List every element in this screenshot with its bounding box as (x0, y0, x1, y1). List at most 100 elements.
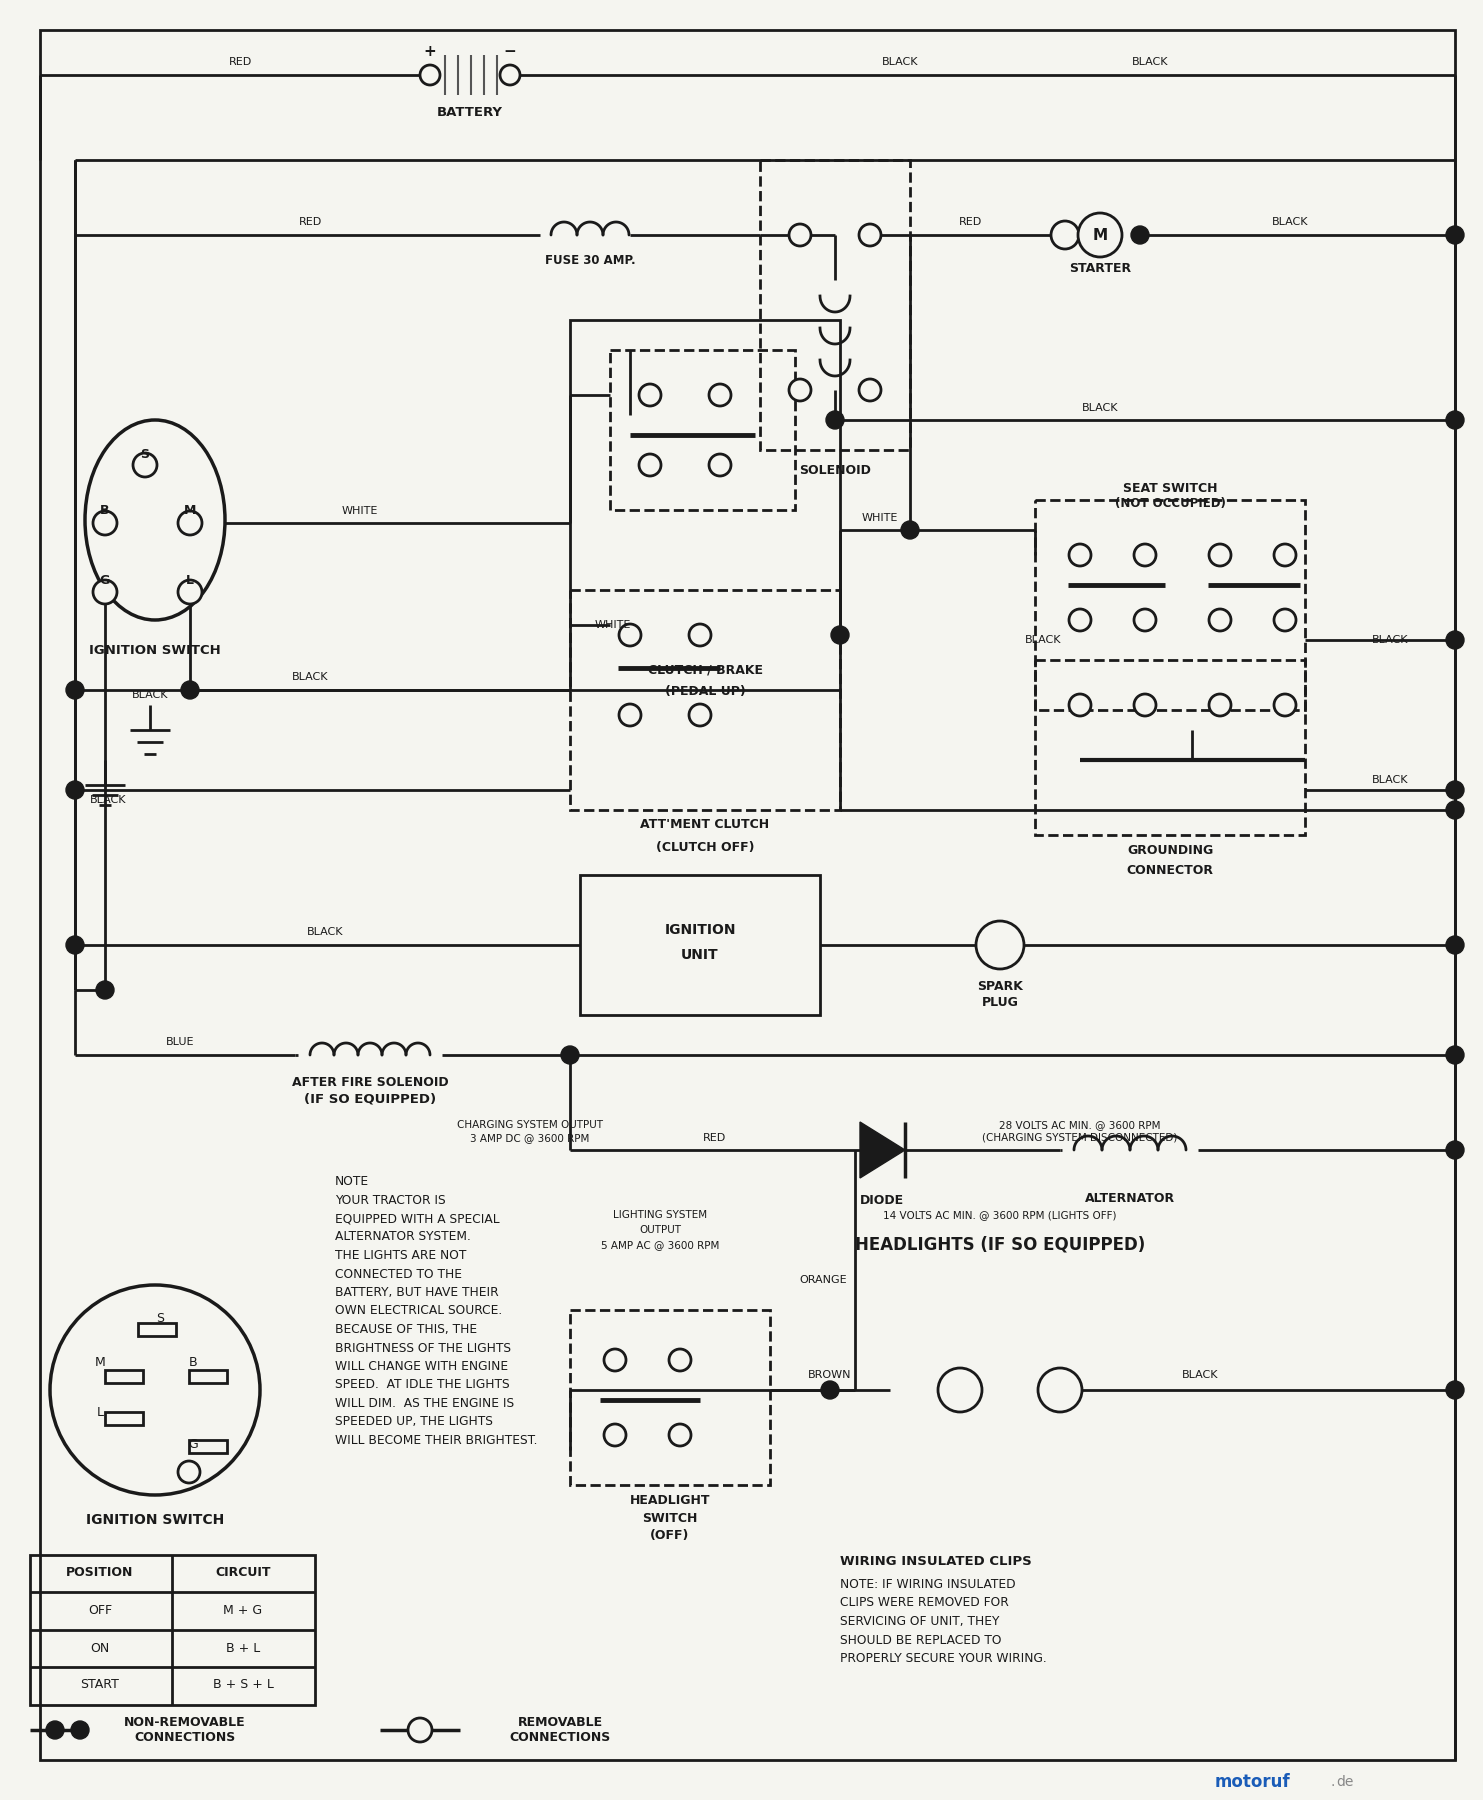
Circle shape (93, 580, 117, 605)
Circle shape (976, 922, 1023, 968)
Circle shape (561, 1046, 578, 1064)
Circle shape (1209, 544, 1231, 565)
Text: M: M (1093, 227, 1108, 243)
Circle shape (639, 454, 661, 475)
Circle shape (1069, 544, 1091, 565)
Circle shape (1132, 227, 1149, 245)
Circle shape (46, 1721, 64, 1739)
Circle shape (1274, 544, 1296, 565)
Bar (580, 875, 820, 1015)
Circle shape (709, 454, 731, 475)
Circle shape (618, 625, 641, 646)
Text: (OFF): (OFF) (651, 1530, 690, 1543)
Text: S: S (141, 448, 150, 461)
Circle shape (690, 704, 710, 725)
Text: BATTERY: BATTERY (437, 106, 503, 119)
Text: CONNECTOR: CONNECTOR (1127, 864, 1213, 877)
Circle shape (1209, 608, 1231, 632)
Circle shape (71, 1721, 89, 1739)
Circle shape (1446, 936, 1464, 954)
Text: AFTER FIRE SOLENOID: AFTER FIRE SOLENOID (292, 1075, 448, 1089)
Circle shape (1446, 227, 1464, 245)
Text: BLACK: BLACK (1272, 218, 1308, 227)
Bar (188, 1440, 227, 1453)
Circle shape (709, 383, 731, 407)
Circle shape (420, 65, 440, 85)
Text: .: . (1330, 1775, 1335, 1789)
Text: M: M (95, 1355, 105, 1368)
Circle shape (1446, 410, 1464, 428)
Circle shape (830, 626, 848, 644)
Circle shape (1209, 695, 1231, 716)
Circle shape (181, 680, 199, 698)
Circle shape (1274, 608, 1296, 632)
Circle shape (96, 981, 114, 999)
Text: BLACK: BLACK (292, 671, 328, 682)
Text: BLACK: BLACK (1182, 1370, 1218, 1381)
Text: (CHARGING SYSTEM DISCONNECTED): (CHARGING SYSTEM DISCONNECTED) (982, 1132, 1178, 1143)
Text: HEADLIGHT: HEADLIGHT (630, 1494, 710, 1507)
Circle shape (618, 704, 641, 725)
Circle shape (690, 625, 710, 646)
Text: (IF SO EQUIPPED): (IF SO EQUIPPED) (304, 1093, 436, 1105)
Circle shape (1446, 801, 1464, 819)
Text: (PEDAL UP): (PEDAL UP) (664, 686, 746, 698)
Text: de: de (1336, 1775, 1354, 1789)
Circle shape (67, 680, 85, 698)
Text: OFF: OFF (87, 1604, 113, 1618)
Text: B + L: B + L (225, 1642, 260, 1654)
Text: motoruf: motoruf (1215, 1773, 1290, 1791)
Text: B: B (188, 1355, 197, 1368)
Text: RED: RED (228, 58, 252, 67)
Circle shape (1446, 1381, 1464, 1399)
Text: −: − (504, 45, 516, 59)
Circle shape (1446, 1141, 1464, 1159)
Bar (569, 590, 839, 810)
Text: L: L (96, 1406, 104, 1418)
Text: UNIT: UNIT (681, 949, 719, 961)
Circle shape (1446, 781, 1464, 799)
Text: SEAT SWITCH: SEAT SWITCH (1123, 481, 1218, 495)
Text: DIODE: DIODE (860, 1193, 905, 1206)
Text: ORANGE: ORANGE (799, 1274, 847, 1285)
Text: BLACK: BLACK (90, 796, 126, 805)
Text: ON: ON (90, 1642, 110, 1654)
Text: HEADLIGHTS (IF SO EQUIPPED): HEADLIGHTS (IF SO EQUIPPED) (854, 1237, 1145, 1255)
Text: RED: RED (958, 218, 982, 227)
Text: CIRCUIT: CIRCUIT (215, 1566, 271, 1580)
Text: M + G: M + G (224, 1604, 262, 1618)
Text: BROWN: BROWN (808, 1370, 851, 1381)
Circle shape (67, 781, 85, 799)
Circle shape (1069, 695, 1091, 716)
Circle shape (1134, 608, 1157, 632)
Circle shape (178, 1462, 200, 1483)
Bar (569, 1310, 770, 1485)
Text: G: G (99, 574, 110, 587)
Circle shape (93, 511, 117, 535)
Text: BLACK: BLACK (1132, 58, 1169, 67)
Text: IGNITION: IGNITION (664, 923, 736, 938)
Text: NOTE
YOUR TRACTOR IS
EQUIPPED WITH A SPECIAL
ALTERNATOR SYSTEM.
THE LIGHTS ARE N: NOTE YOUR TRACTOR IS EQUIPPED WITH A SPE… (335, 1175, 537, 1447)
Circle shape (1051, 221, 1080, 248)
Circle shape (826, 410, 844, 428)
Text: BLACK: BLACK (1025, 635, 1062, 644)
Text: BLACK: BLACK (1372, 635, 1409, 644)
Text: SWITCH: SWITCH (642, 1512, 697, 1525)
Circle shape (939, 1368, 982, 1411)
Text: +: + (424, 45, 436, 59)
Polygon shape (860, 1121, 905, 1177)
Text: 3 AMP DC @ 3600 RPM: 3 AMP DC @ 3600 RPM (470, 1132, 590, 1143)
Text: BLUE: BLUE (166, 1037, 194, 1048)
Circle shape (1038, 1368, 1083, 1411)
Bar (105, 1370, 142, 1382)
Text: M: M (184, 504, 196, 517)
Circle shape (822, 1381, 839, 1399)
Bar (1035, 500, 1305, 709)
Text: LIGHTING SYSTEM: LIGHTING SYSTEM (612, 1210, 707, 1220)
Text: ALTERNATOR: ALTERNATOR (1086, 1192, 1175, 1204)
Text: PLUG: PLUG (982, 997, 1019, 1010)
Text: STARTER: STARTER (1069, 261, 1132, 274)
Text: RED: RED (298, 218, 322, 227)
Circle shape (67, 936, 85, 954)
Text: OUTPUT: OUTPUT (639, 1226, 681, 1235)
